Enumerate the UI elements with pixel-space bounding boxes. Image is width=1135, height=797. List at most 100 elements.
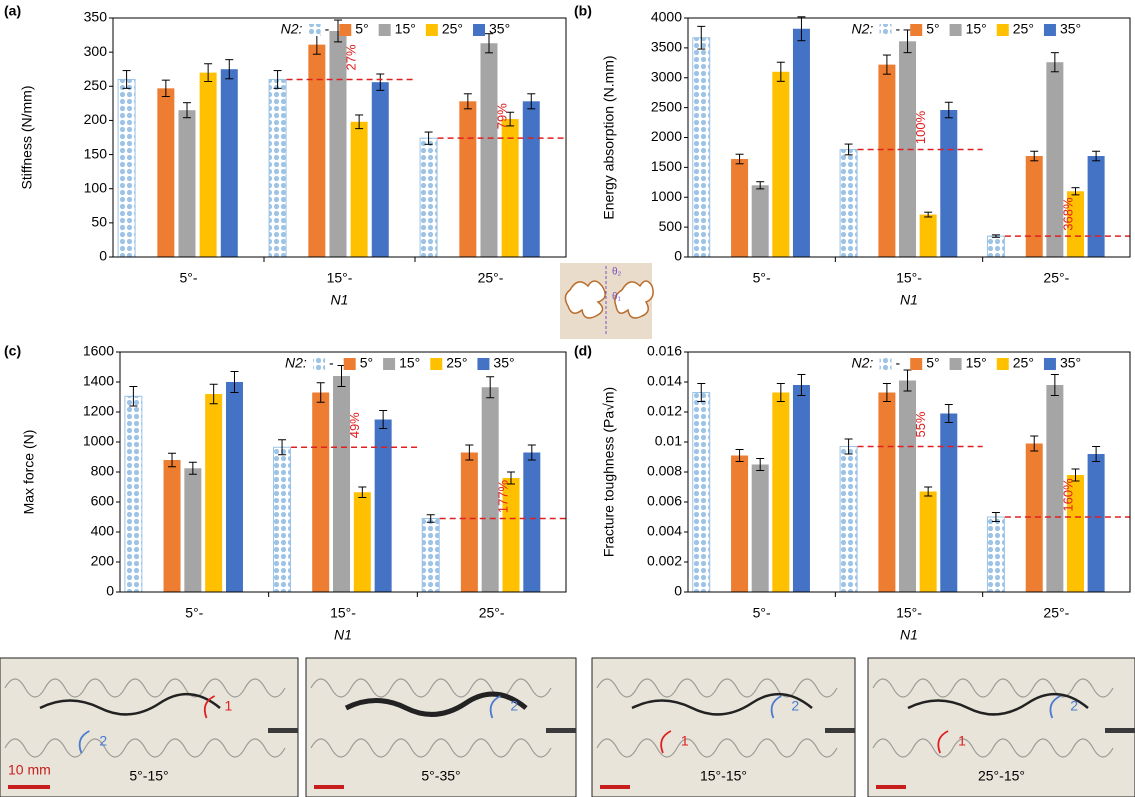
legend-swatch — [309, 24, 321, 36]
bar — [459, 101, 476, 257]
legend-swatch — [473, 24, 485, 36]
bar — [940, 110, 957, 257]
bar — [840, 149, 857, 257]
x-tick-label: 5°- — [753, 605, 771, 621]
y-tick-label: 200 — [91, 553, 115, 569]
scale-bar — [876, 785, 906, 789]
bar — [523, 453, 540, 593]
x-axis-label: N1 — [334, 627, 352, 643]
legend-swatch — [997, 358, 1009, 370]
bar — [731, 456, 748, 593]
clamp — [546, 728, 576, 733]
photo-label: 25°-15° — [978, 768, 1025, 784]
legend-swatch — [344, 358, 356, 370]
bar — [1026, 156, 1043, 257]
bar — [351, 122, 368, 257]
bar — [987, 517, 1004, 592]
bar — [793, 29, 810, 257]
scale-bar — [8, 785, 50, 789]
panel-label: (c) — [4, 343, 21, 359]
y-tick-label: 200 — [84, 111, 108, 127]
y-tick-label: 350 — [84, 9, 108, 25]
y-tick-label: 500 — [659, 218, 683, 234]
x-axis-label: N1 — [900, 292, 918, 308]
legend-label: 5° — [926, 355, 939, 371]
bar — [308, 45, 325, 257]
y-axis-label: Fracture toughness (Pa√m) — [601, 387, 617, 557]
legend-swatch — [379, 24, 391, 36]
bar — [375, 420, 392, 593]
photo: 15°-15°21 — [592, 658, 855, 797]
bar — [940, 414, 957, 593]
y-tick-label: 0 — [674, 583, 682, 599]
bar — [752, 185, 769, 257]
y-tick-label: 0.004 — [647, 523, 682, 539]
y-tick-label: 1600 — [83, 343, 114, 359]
legend-swatch — [950, 24, 962, 36]
legend-swatch — [477, 358, 489, 370]
x-tick-label: 25°- — [1043, 605, 1069, 621]
legend-swatch — [910, 24, 922, 36]
legend-label: 25° — [446, 355, 467, 371]
y-tick-label: 0 — [674, 248, 682, 264]
page: {"chart_data": [ {"type": "bar", "panel"… — [0, 0, 1135, 797]
arrow-label: 1 — [681, 733, 689, 749]
arrow-label: 2 — [99, 733, 107, 749]
annotation: 160% — [1060, 478, 1075, 512]
bar — [752, 465, 769, 593]
clamp — [825, 728, 855, 733]
legend-title: N2: — [281, 21, 303, 37]
legend-label: 35° — [493, 355, 514, 371]
arrow-label: 2 — [791, 698, 799, 714]
legend-label: 25° — [442, 21, 463, 37]
bar — [226, 382, 243, 592]
y-tick-label: 0.006 — [647, 493, 682, 509]
y-tick-label: 50 — [91, 214, 107, 230]
legend-label: 5° — [360, 355, 373, 371]
bar — [920, 492, 937, 593]
legend-label: 15° — [395, 21, 416, 37]
annotation: 55% — [913, 411, 928, 437]
legend-swatch — [880, 358, 892, 370]
panel-label: (d) — [574, 343, 592, 359]
legend-label: - — [325, 21, 330, 37]
diagram: θ₂ θ₁ — [560, 263, 653, 339]
y-axis-label: Energy absorption (N.mm) — [601, 55, 617, 219]
clamp — [1105, 728, 1135, 733]
bar — [878, 393, 895, 593]
bar — [164, 460, 181, 592]
annotation: 49% — [347, 412, 362, 438]
legend-label: 35° — [1060, 355, 1081, 371]
y-axis-label: Max force (N) — [21, 430, 37, 515]
y-tick-label: 1200 — [83, 403, 114, 419]
y-tick-label: 1500 — [651, 158, 682, 174]
legend-swatch — [1044, 358, 1056, 370]
bar — [184, 468, 201, 592]
photo: 25°-15°21 — [868, 658, 1135, 797]
x-tick-label: 5°- — [753, 270, 771, 286]
bar — [157, 88, 174, 257]
panel-label: (a) — [4, 3, 21, 19]
legend-label: - — [896, 21, 901, 37]
legend-label: 15° — [399, 355, 420, 371]
bar — [793, 385, 810, 592]
legend-label: 35° — [489, 21, 510, 37]
legend-swatch — [383, 358, 395, 370]
photo: 5°-35°2 — [306, 658, 576, 797]
y-tick-label: 4000 — [651, 9, 682, 25]
annotation: 79% — [494, 103, 509, 129]
y-tick-label: 600 — [91, 493, 115, 509]
legend-label: 25° — [1013, 21, 1034, 37]
legend-title: N2: — [852, 21, 874, 37]
bar — [205, 394, 222, 592]
y-tick-label: 300 — [84, 43, 108, 59]
x-tick-label: 15°- — [330, 605, 356, 621]
x-axis-label: N1 — [331, 292, 349, 308]
bar — [461, 453, 478, 593]
figure: θ₂ θ₁ (a)050100150200250300350Stiffness … — [0, 0, 1135, 797]
legend-swatch — [430, 358, 442, 370]
arrow-label: 1 — [958, 733, 966, 749]
bar — [1088, 454, 1105, 592]
scale-bar-label: 10 mm — [8, 762, 51, 778]
x-axis-label: N1 — [900, 627, 918, 643]
